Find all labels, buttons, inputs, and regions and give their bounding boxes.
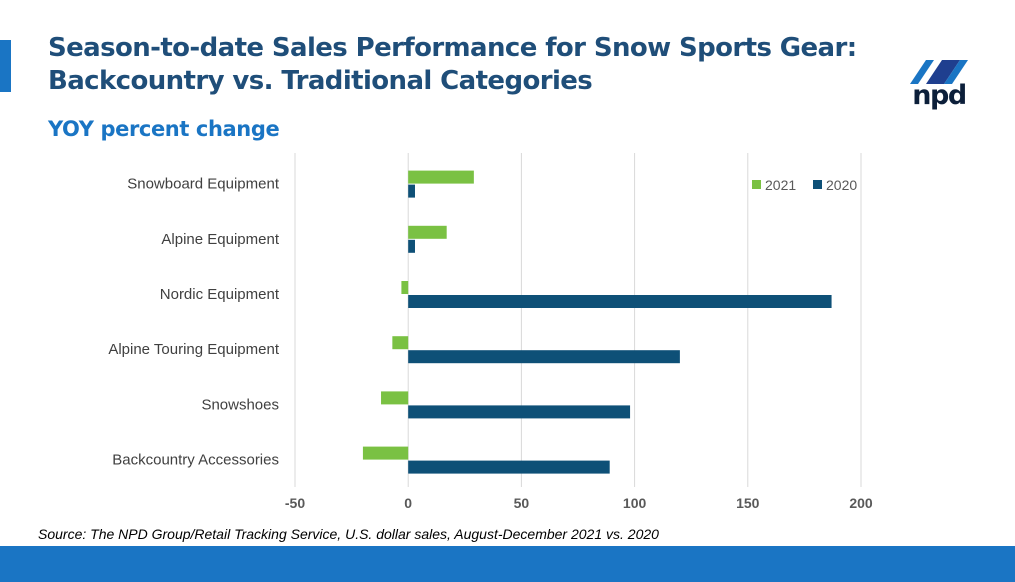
bar-2020 — [408, 239, 415, 253]
category-label: Nordic Equipment — [160, 286, 280, 303]
accent-bar — [0, 40, 11, 92]
x-tick-label: 200 — [849, 495, 873, 511]
legend-label: 2020 — [826, 177, 857, 193]
npd-logo-mark-icon — [910, 60, 968, 84]
category-label: Alpine Equipment — [161, 231, 279, 248]
bar-2021 — [408, 225, 447, 239]
bar-2020 — [408, 460, 610, 474]
bar-2021 — [392, 336, 409, 350]
bar-2020 — [408, 405, 631, 419]
bar-2021 — [408, 170, 474, 184]
legend-swatch-2021 — [752, 180, 761, 189]
x-tick-label: 50 — [514, 495, 530, 511]
x-tick-label: 150 — [736, 495, 760, 511]
category-label: Snowboard Equipment — [127, 176, 280, 193]
logo-text: npd — [912, 80, 967, 111]
slide-subtitle: YOY percent change — [48, 117, 280, 141]
category-label: Backcountry Accessories — [112, 452, 279, 469]
source-note: Source: The NPD Group/Retail Tracking Se… — [38, 526, 659, 542]
bar-2020 — [408, 350, 680, 364]
bar-2021 — [362, 446, 409, 460]
legend-label: 2021 — [765, 177, 796, 193]
npd-logo: npd — [904, 54, 974, 124]
x-tick-label: 0 — [404, 495, 412, 511]
bar-2021 — [401, 281, 409, 294]
legend-swatch-2020 — [813, 180, 822, 189]
category-label: Alpine Touring Equipment — [108, 341, 280, 358]
x-tick-label: 100 — [623, 495, 647, 511]
slide-title: Season-to-date Sales Performance for Sno… — [48, 33, 857, 96]
x-tick-label: -50 — [285, 495, 305, 511]
bar-2020 — [408, 295, 832, 308]
bar-2020 — [408, 184, 415, 198]
footer-bar — [0, 546, 1015, 582]
bar-2021 — [381, 391, 409, 405]
category-label: Snowshoes — [201, 396, 279, 413]
